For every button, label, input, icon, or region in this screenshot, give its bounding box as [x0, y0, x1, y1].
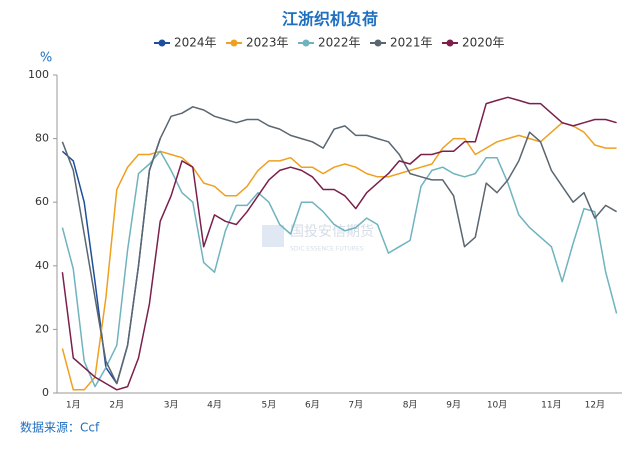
- watermark-logo: [262, 225, 284, 247]
- legend-marker: [302, 39, 310, 47]
- legend-label: 2020年: [462, 36, 505, 50]
- legend-marker: [158, 39, 166, 47]
- y-tick-label: 60: [35, 195, 49, 208]
- y-tick-label: 0: [42, 386, 49, 399]
- watermark-sub: SDIC ESSENCE FUTURES: [290, 246, 364, 253]
- y-tick-label: 100: [28, 68, 49, 81]
- x-tick-label: 1月: [66, 400, 81, 411]
- series-line: [61, 106, 617, 385]
- y-tick-label: 80: [35, 132, 49, 145]
- series-line: [61, 121, 617, 391]
- chart-title: 江浙织机负荷: [282, 10, 378, 29]
- x-tick-label: 9月: [446, 400, 461, 411]
- legend-label: 2024年: [174, 36, 217, 50]
- x-tick-label: 10月: [487, 400, 507, 411]
- source: 数据来源：Ccf: [20, 420, 100, 435]
- series-line: [61, 150, 618, 388]
- x-tick-label: 11月: [541, 400, 561, 411]
- legend-label: 2021年: [390, 36, 433, 50]
- legend-label: 2022年: [318, 36, 361, 50]
- series-line: [61, 96, 617, 391]
- series-line: [61, 138, 161, 385]
- x-tick-label: 5月: [262, 400, 277, 411]
- x-tick-label: 2月: [109, 400, 124, 411]
- y-tick-label: 40: [35, 259, 49, 272]
- watermark: 国投安信期货: [290, 223, 374, 240]
- y-unit: %: [40, 51, 52, 66]
- x-tick-label: 8月: [403, 400, 418, 411]
- x-tick-label: 6月: [305, 400, 320, 411]
- y-tick-label: 20: [35, 322, 49, 335]
- x-tick-label: 7月: [348, 400, 363, 411]
- legend-label: 2023年: [246, 36, 289, 50]
- x-tick-label: 4月: [207, 400, 222, 411]
- legend-marker: [374, 39, 382, 47]
- legend-marker: [230, 39, 238, 47]
- x-tick-label: 12月: [585, 400, 605, 411]
- x-tick-label: 3月: [164, 400, 179, 411]
- legend-marker: [446, 39, 454, 47]
